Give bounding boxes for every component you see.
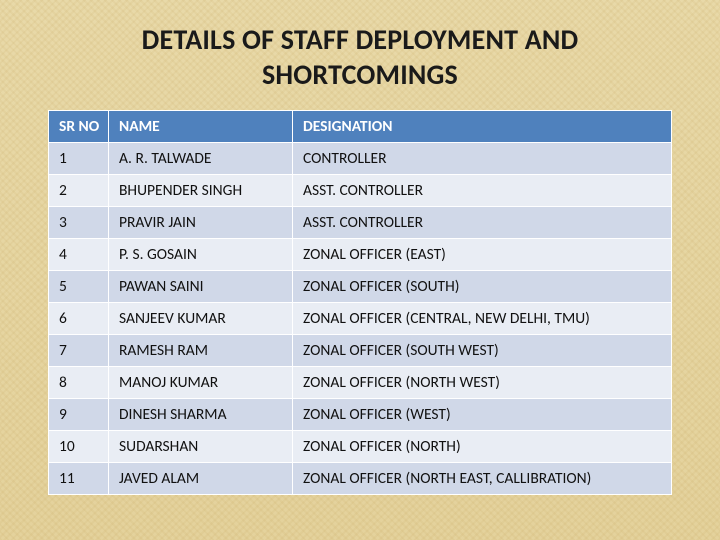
table-body: 1A. R. TALWADECONTROLLER2BHUPENDER SINGH…: [49, 143, 672, 495]
table-header: SR NONAMEDESIGNATION: [49, 111, 672, 143]
cell-8-1: DINESH SHARMA: [109, 399, 293, 431]
table-row: 4P. S. GOSAINZONAL OFFICER (EAST): [49, 239, 672, 271]
cell-7-1: MANOJ KUMAR: [109, 367, 293, 399]
title-line-1: DETAILS OF STAFF DEPLOYMENT AND: [48, 22, 672, 57]
cell-2-0: 3: [49, 207, 109, 239]
cell-7-0: 8: [49, 367, 109, 399]
table-row: 11JAVED ALAMZONAL OFFICER (NORTH EAST, C…: [49, 463, 672, 495]
cell-10-2: ZONAL OFFICER (NORTH EAST, CALLIBRATION): [293, 463, 672, 495]
cell-6-2: ZONAL OFFICER (SOUTH WEST): [293, 335, 672, 367]
title-line-2: SHORTCOMINGS: [48, 57, 672, 92]
cell-5-2: ZONAL OFFICER (CENTRAL, NEW DELHI, TMU): [293, 303, 672, 335]
table-row: 5PAWAN SAINIZONAL OFFICER (SOUTH): [49, 271, 672, 303]
cell-4-0: 5: [49, 271, 109, 303]
cell-1-1: BHUPENDER SINGH: [109, 175, 293, 207]
cell-1-0: 2: [49, 175, 109, 207]
cell-5-1: SANJEEV KUMAR: [109, 303, 293, 335]
col-header-2: DESIGNATION: [293, 111, 672, 143]
cell-3-1: P. S. GOSAIN: [109, 239, 293, 271]
staff-table: SR NONAMEDESIGNATION 1A. R. TALWADECONTR…: [48, 110, 672, 495]
cell-10-0: 11: [49, 463, 109, 495]
table-row: 2BHUPENDER SINGHASST. CONTROLLER: [49, 175, 672, 207]
col-header-1: NAME: [109, 111, 293, 143]
cell-7-2: ZONAL OFFICER (NORTH WEST): [293, 367, 672, 399]
table-row: 7RAMESH RAMZONAL OFFICER (SOUTH WEST): [49, 335, 672, 367]
cell-0-1: A. R. TALWADE: [109, 143, 293, 175]
cell-2-2: ASST. CONTROLLER: [293, 207, 672, 239]
cell-3-2: ZONAL OFFICER (EAST): [293, 239, 672, 271]
cell-2-1: PRAVIR JAIN: [109, 207, 293, 239]
cell-4-1: PAWAN SAINI: [109, 271, 293, 303]
cell-8-2: ZONAL OFFICER (WEST): [293, 399, 672, 431]
cell-0-2: CONTROLLER: [293, 143, 672, 175]
cell-9-0: 10: [49, 431, 109, 463]
cell-5-0: 6: [49, 303, 109, 335]
table-row: 10SUDARSHANZONAL OFFICER (NORTH): [49, 431, 672, 463]
table-row: 1A. R. TALWADECONTROLLER: [49, 143, 672, 175]
table-row: 9DINESH SHARMAZONAL OFFICER (WEST): [49, 399, 672, 431]
cell-6-0: 7: [49, 335, 109, 367]
cell-0-0: 1: [49, 143, 109, 175]
page-title: DETAILS OF STAFF DEPLOYMENT AND SHORTCOM…: [48, 22, 672, 92]
cell-3-0: 4: [49, 239, 109, 271]
cell-4-2: ZONAL OFFICER (SOUTH): [293, 271, 672, 303]
cell-6-1: RAMESH RAM: [109, 335, 293, 367]
table-row: 8MANOJ KUMARZONAL OFFICER (NORTH WEST): [49, 367, 672, 399]
cell-8-0: 9: [49, 399, 109, 431]
table-row: 6SANJEEV KUMARZONAL OFFICER (CENTRAL, NE…: [49, 303, 672, 335]
cell-1-2: ASST. CONTROLLER: [293, 175, 672, 207]
cell-9-2: ZONAL OFFICER (NORTH): [293, 431, 672, 463]
col-header-0: SR NO: [49, 111, 109, 143]
table-row: 3PRAVIR JAINASST. CONTROLLER: [49, 207, 672, 239]
cell-9-1: SUDARSHAN: [109, 431, 293, 463]
cell-10-1: JAVED ALAM: [109, 463, 293, 495]
